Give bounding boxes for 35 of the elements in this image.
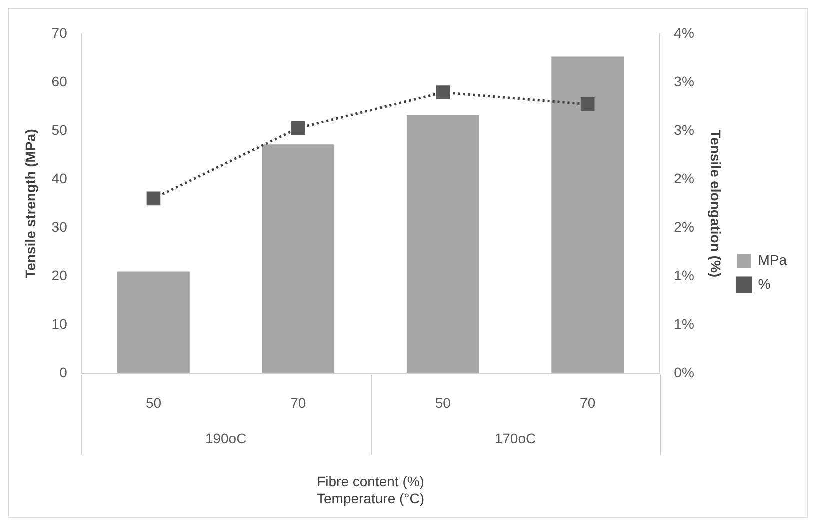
text: 190oC <box>205 430 247 446</box>
legend-label: % <box>758 276 771 292</box>
text: 170oC <box>494 430 536 446</box>
x-axis-title: Fibre content (%) Temperature (°C) <box>317 474 425 506</box>
y2-axis-title: Tensile elongation (%) <box>708 130 724 278</box>
x-tick-label: 70 <box>580 394 596 411</box>
y2-tick-label: 4% <box>674 24 694 41</box>
y-axis-title: Tensile strength (MPa) <box>22 129 38 278</box>
y-tick-label: 50 <box>52 122 68 138</box>
y2-tick-label: 1% <box>674 267 694 284</box>
point <box>436 86 450 100</box>
y2-tick-label: 2% <box>674 170 694 186</box>
y2-tick-label: 1% <box>674 316 694 332</box>
y-tick-label: 30 <box>52 218 68 235</box>
x-tick-label: 70 <box>290 394 306 411</box>
legend-label: MPa <box>758 252 788 268</box>
point <box>146 192 161 206</box>
y-tick-label: 70 <box>52 24 68 41</box>
y2-tick-label: 3% <box>674 122 694 138</box>
y-tick-label: 0 <box>60 364 68 380</box>
bar <box>118 272 190 374</box>
y2-tick-label: 3% <box>674 73 694 90</box>
point <box>292 121 306 136</box>
y-tick-label: 20 <box>52 267 68 284</box>
y2-tick-label: 0% <box>674 364 694 380</box>
bar <box>552 56 624 374</box>
bar <box>262 144 335 374</box>
y2-tick-label: 2% <box>674 218 694 235</box>
x-tick-label: 50 <box>435 394 452 411</box>
y-tick-label: 60 <box>52 73 68 90</box>
point <box>580 98 595 112</box>
x-tick-label: 50 <box>146 394 162 411</box>
bar <box>406 116 480 374</box>
y-tick-label: 40 <box>52 170 68 186</box>
y-tick-label: 10 <box>52 316 68 332</box>
